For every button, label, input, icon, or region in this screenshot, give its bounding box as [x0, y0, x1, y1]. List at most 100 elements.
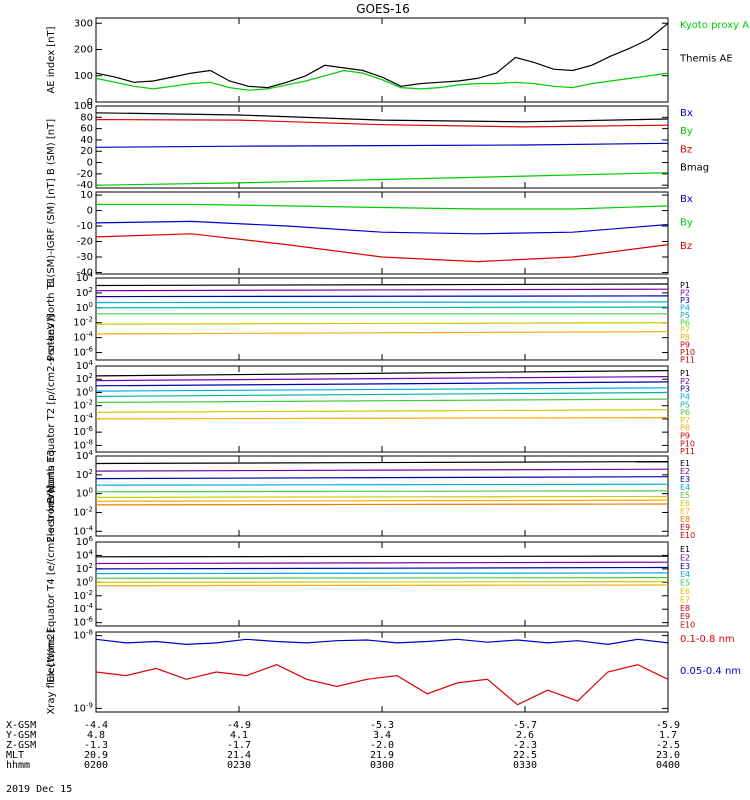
- legend-entry: E4: [680, 483, 690, 492]
- legend-entry: E2: [680, 553, 690, 562]
- y-tick-label: -10: [77, 221, 93, 232]
- series-line: [95, 306, 669, 309]
- orbit-row-label: Y-GSM: [6, 730, 36, 741]
- orbit-row-label: X-GSM: [6, 720, 36, 731]
- orbit-value: 0200: [84, 760, 108, 771]
- series-line: [95, 119, 669, 128]
- series-line: [95, 233, 669, 263]
- y-tick-label: 10-8: [73, 629, 93, 642]
- legend-entry: 0.1-0.8 nm: [680, 634, 735, 645]
- legend-entry: P9: [680, 341, 690, 350]
- series-line: [95, 295, 669, 298]
- series-line: [95, 566, 669, 570]
- legend-entry: P1: [680, 281, 690, 290]
- legend-entry: P6: [680, 318, 690, 327]
- series-line: [95, 468, 669, 472]
- orbit-value: 23.0: [656, 750, 680, 761]
- series-line: [95, 476, 669, 480]
- y-tick-label: 10-9: [73, 701, 93, 714]
- plot-title: GOES-16: [356, 2, 410, 16]
- series-line: [95, 283, 669, 287]
- legend-entry: P7: [680, 326, 690, 335]
- orbit-value: 21.4: [227, 750, 251, 761]
- legend-entry: P4: [680, 303, 690, 312]
- y-tick-label: 104: [76, 449, 94, 462]
- orbit-value: -5.9: [656, 720, 680, 731]
- legend-entry: P2: [680, 288, 690, 297]
- orbit-value: -2.5: [656, 740, 680, 751]
- legend-entry: P1: [680, 369, 690, 378]
- y-tick-label: 10-4: [73, 602, 93, 615]
- y-tick-label: 100: [76, 575, 93, 588]
- y-axis-label: Electrons Equator T4 [e/(cm2-s-sr-keV)]: [46, 485, 57, 682]
- y-tick-label: 102: [76, 372, 93, 385]
- legend-entry: E5: [680, 579, 690, 588]
- orbit-value: 21.9: [370, 750, 394, 761]
- orbit-value: 0300: [370, 760, 394, 771]
- y-tick-label: 10-2: [73, 316, 93, 329]
- y-tick-label: 100: [76, 301, 93, 314]
- series-line: [95, 561, 669, 565]
- y-tick-label: 10-6: [73, 346, 93, 359]
- series-line: [95, 142, 669, 148]
- y-tick-label: 104: [76, 271, 94, 284]
- y-tick-label: -40: [77, 180, 93, 191]
- series-line: [95, 461, 669, 465]
- y-tick-label: -30: [77, 252, 93, 263]
- series-line: [95, 112, 669, 123]
- panel-3: 10 0 -10 -20 -30 -40 B (SM)-IGRF (SM) [nT] Bx By…: [46, 178, 693, 287]
- legend-entry: E5: [680, 491, 690, 500]
- series-line: [95, 495, 669, 498]
- legend-entry: P3: [680, 385, 690, 394]
- legend-entry: Bmag: [680, 163, 709, 174]
- orbit-row-label: Z-GSM: [6, 740, 36, 751]
- series-line: [95, 576, 669, 579]
- series-line: [95, 288, 669, 292]
- series-line: [95, 580, 669, 583]
- legend-entry: E9: [680, 612, 690, 621]
- y-tick-label: 10-6: [73, 616, 93, 629]
- legend-entry: P3: [680, 296, 690, 305]
- orbit-value: -1.7: [227, 740, 251, 751]
- series-line: [95, 376, 669, 382]
- legend-entry: P11: [680, 447, 695, 456]
- y-tick-label: 0: [87, 97, 93, 108]
- legend-entry: P7: [680, 416, 690, 425]
- legend-entry: Themis AE: [679, 54, 733, 65]
- y-axis-label: B (SM)-IGRF (SM) [nT]: [46, 178, 57, 287]
- y-tick-label: 104: [76, 548, 94, 561]
- legend-entry: E6: [680, 587, 690, 596]
- series-line: [95, 503, 669, 506]
- y-tick-label: 0: [87, 206, 93, 217]
- orbit-value: 2.6: [516, 730, 534, 741]
- y-axis-label: B (SM) [nT]: [46, 119, 57, 175]
- legend-entry: E10: [680, 621, 695, 630]
- series-line: [95, 417, 669, 420]
- orbit-value: -4.9: [227, 720, 251, 731]
- y-tick-label: 10-6: [73, 425, 93, 438]
- orbit-value: 20.9: [84, 750, 108, 761]
- orbit-value: -2.0: [370, 740, 394, 751]
- y-tick-label: 10-4: [73, 331, 93, 344]
- panel-1: 300 200 100 0 AE index [nT] Kyoto proxy AE The…: [46, 17, 750, 108]
- orbit-value: 4.8: [87, 730, 105, 741]
- y-tick-label: 100: [76, 487, 93, 500]
- series-line: [95, 301, 669, 304]
- legend-entry: P9: [680, 432, 690, 441]
- series-line: [95, 22, 669, 89]
- y-tick-label: 20: [80, 146, 93, 157]
- series-line: [95, 499, 669, 502]
- legend-entry: P6: [680, 408, 690, 417]
- legend-entry: E1: [680, 459, 690, 468]
- series-line: [95, 664, 669, 706]
- y-axis-label: Protons North T1: [46, 277, 57, 361]
- y-tick-label: -20: [77, 237, 93, 248]
- y-tick-label: 10-2: [73, 589, 93, 602]
- legend-entry: P8: [680, 424, 690, 433]
- y-tick-label: 106: [76, 535, 94, 548]
